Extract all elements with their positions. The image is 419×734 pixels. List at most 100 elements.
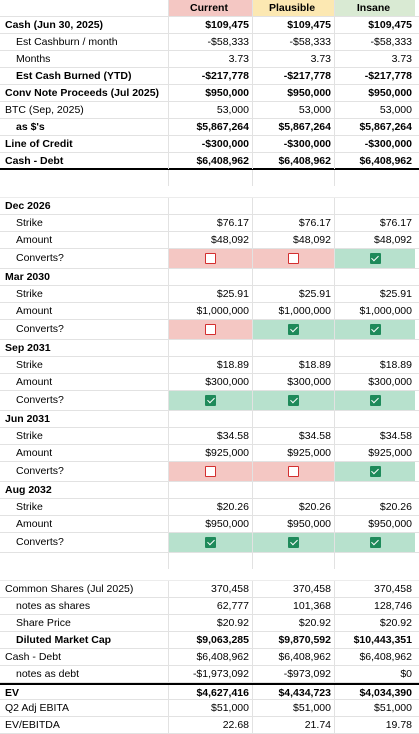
checkbox-cell[interactable] [168,391,252,410]
table-row: Est Cashburn / month -$58,333 -$58,333 -$58… [0,34,419,51]
checkbox-cell[interactable] [334,462,415,481]
value-cell: $76.17 [334,215,415,231]
value-cell: $5,867,264 [252,119,334,135]
spreadsheet: Current Plausible Insane Cash (Jun 30, 2025… [0,0,419,702]
table-row: Cash (Jun 30, 2025) $109,475 $109,475 $109,… [0,17,419,34]
checkbox-checked-icon[interactable] [369,394,381,406]
value-cell [252,482,334,498]
row-label: Converts? [16,252,64,264]
row-label: Q2 Adj EBITA [5,702,69,714]
value-cell: $6,408,962 [334,153,415,169]
checkbox-cell[interactable] [334,533,415,552]
value-cell: 101,368 [252,598,334,614]
checkbox-cell[interactable] [334,249,415,268]
value-cell: 22.68 [168,717,252,733]
checkbox-checked-icon[interactable] [369,252,381,264]
value-cell: $6,408,962 [168,153,252,169]
row-label: Diluted Market Cap [16,634,112,646]
row-label: Dec 2026 [5,200,51,212]
row-label: Amount [16,234,53,246]
value-cell: $18.89 [168,357,252,373]
table-row: Aug 2032 [0,482,419,499]
value-cell: 53,000 [334,102,415,118]
value-cell: $0 [334,666,415,682]
value-cell: $6,408,962 [334,649,415,665]
value-cell: $20.26 [334,499,415,515]
table-row: Strike $25.91 $25.91 $25.91 [0,286,419,303]
checkbox-cell[interactable] [252,249,334,268]
spacer-row [0,170,419,198]
value-cell: 19.78 [334,717,415,733]
value-cell: 3.73 [168,51,252,67]
table-row: Converts? [0,249,419,269]
table-row: Dec 2026 [0,198,419,215]
checkbox-unchecked-icon[interactable] [205,465,216,477]
column-header-2: Plausible [252,0,334,16]
value-cell: $109,475 [168,17,252,33]
value-cell [334,340,415,356]
checkbox-cell[interactable] [252,462,334,481]
value-cell [168,411,252,427]
value-cell: $9,063,285 [168,632,252,648]
table-row: Mar 2030 [0,269,419,286]
checkbox-checked-icon[interactable] [288,394,299,406]
table-row: Line of Credit -$300,000 -$300,000 -$300,00… [0,136,419,153]
value-cell: -$58,333 [334,34,415,50]
table-row: Converts? [0,533,419,553]
checkbox-checked-icon[interactable] [205,536,216,548]
value-cell: $1,000,000 [252,303,334,319]
value-cell: $300,000 [252,374,334,390]
checkbox-checked-icon[interactable] [288,323,299,335]
table-row: Common Shares (Jul 2025) 370,458 370,458 37… [0,581,419,598]
value-cell: 370,458 [334,581,415,597]
checkbox-unchecked-icon[interactable] [205,252,216,264]
row-label: Cash (Jun 30, 2025) [5,19,104,31]
value-cell: $10,443,351 [334,632,415,648]
checkbox-cell[interactable] [168,249,252,268]
row-label: EV/EBITDA [5,719,60,731]
row-label: BTC (Sep, 2025) [5,104,84,116]
table-row: Est Cash Burned (YTD) -$217,778 -$217,778-… [0,68,419,85]
value-cell: $51,000 [334,700,415,716]
empty-cell [168,170,252,186]
header-row: Current Plausible Insane [0,0,419,17]
value-cell: -$300,000 [252,136,334,152]
value-cell: $34.58 [252,428,334,444]
checkbox-cell[interactable] [168,533,252,552]
checkbox-checked-icon[interactable] [369,465,381,477]
row-label: Sep 2031 [5,342,51,354]
checkbox-unchecked-icon[interactable] [288,252,299,264]
value-cell: 128,746 [334,598,415,614]
table-row: Months 3.73 3.73 3.73 [0,51,419,68]
checkbox-checked-icon[interactable] [205,394,216,406]
checkbox-checked-icon[interactable] [369,323,381,335]
checkbox-cell[interactable] [334,320,415,339]
table-row: Conv Note Proceeds (Jul 2025) $950,000 $95… [0,85,419,102]
table-row: Cash - Debt $6,408,962 $6,408,962 $6,408,96… [0,153,419,170]
table-row: Amount $925,000 $925,000 $925,000 [0,445,419,462]
empty-cell [334,553,415,569]
value-cell: $950,000 [168,85,252,101]
row-label: Strike [16,430,43,442]
row-label: Aug 2032 [5,484,52,496]
value-cell: $4,627,416 [168,685,252,701]
value-cell [334,269,415,285]
value-cell: 53,000 [252,102,334,118]
checkbox-checked-icon[interactable] [369,536,381,548]
table-row: Cash - Debt $6,408,962 $6,408,962 $6,408,96… [0,649,419,666]
checkbox-cell[interactable] [252,391,334,410]
checkbox-unchecked-icon[interactable] [205,323,216,335]
table-row: Converts? [0,391,419,411]
row-label: notes as debt [16,668,80,680]
checkbox-checked-icon[interactable] [288,536,299,548]
table-row: EV $4,627,416 $4,434,723 $4,034,390 [0,683,419,701]
checkbox-cell[interactable] [168,320,252,339]
value-cell: 62,777 [168,598,252,614]
checkbox-cell[interactable] [252,533,334,552]
checkbox-unchecked-icon[interactable] [288,465,299,477]
row-label: Converts? [16,394,64,406]
checkbox-cell[interactable] [168,462,252,481]
checkbox-cell[interactable] [252,320,334,339]
checkbox-cell[interactable] [334,391,415,410]
value-cell: $950,000 [334,85,415,101]
